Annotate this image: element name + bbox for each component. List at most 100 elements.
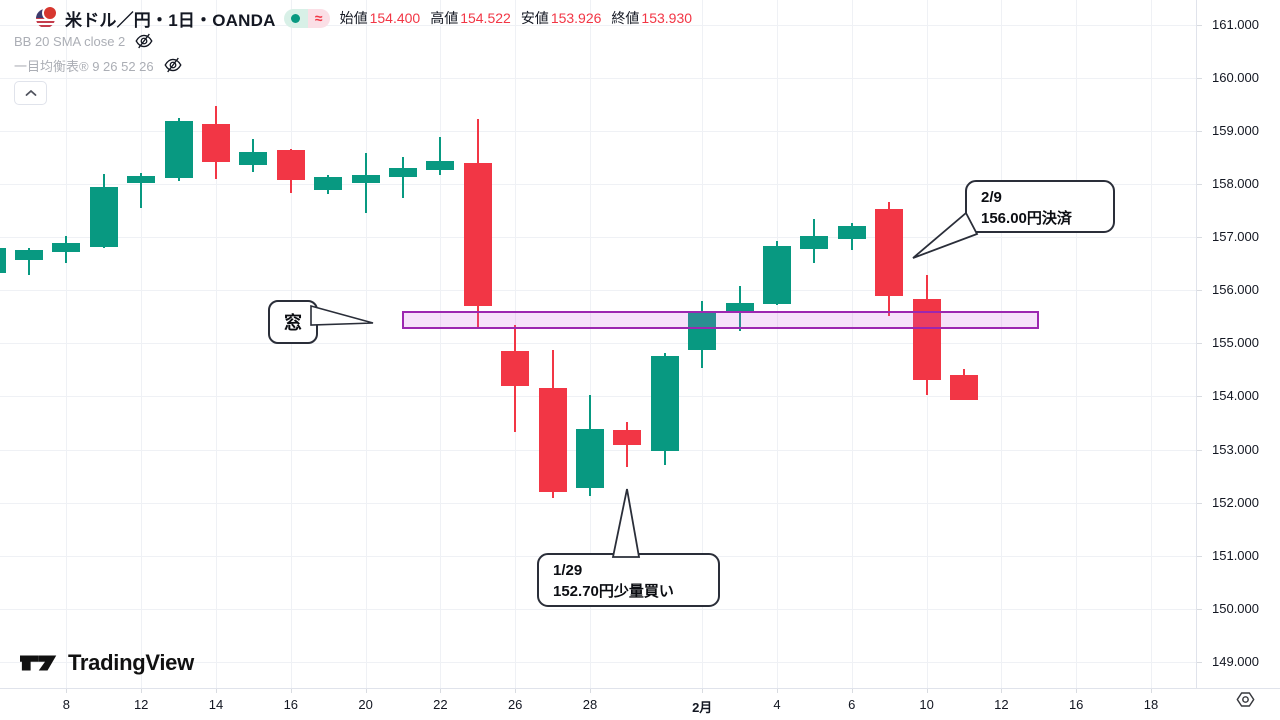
- gridline-v: [851, 0, 853, 688]
- indicator-row-ichimoku[interactable]: 一目均衡表® 9 26 52 26: [14, 56, 183, 74]
- price-tick-mark: [1197, 131, 1202, 133]
- price-tick-mark: [1197, 555, 1202, 557]
- time-tick-label: 26: [507, 697, 523, 712]
- candle-body: [837, 225, 866, 239]
- time-tick-label: 14: [208, 697, 224, 712]
- low-value: 153.926: [550, 10, 602, 26]
- price-tick-mark: [1197, 290, 1202, 292]
- price-axis[interactable]: 161.000 160.000 159.000 158.000 157.000 156.0…: [1196, 0, 1280, 688]
- time-tick-mark: [777, 689, 778, 693]
- time-tick-mark: [702, 689, 704, 693]
- sell-callout[interactable]: 2/9 156.00円決済: [965, 180, 1115, 233]
- candle-body: [800, 235, 829, 249]
- price-tick-label: 155.000: [1212, 335, 1259, 351]
- price-tick-mark: [1197, 78, 1202, 80]
- gridline-v: [141, 0, 143, 688]
- buy-callout[interactable]: 1/29 152.70円少量買い: [537, 553, 720, 607]
- time-tick-mark: [1151, 689, 1152, 693]
- time-tick-mark: [216, 689, 217, 693]
- high-value: 154.522: [460, 10, 511, 26]
- gap-callout-label: 窓: [284, 313, 302, 333]
- candle-body: [950, 375, 978, 401]
- time-tick-label: 12: [133, 697, 149, 712]
- high-label: 高値: [430, 10, 459, 26]
- open-value: 154.400: [369, 10, 421, 26]
- tradingview-logo[interactable]: TradingView: [20, 650, 194, 676]
- usdjpy-flag-icon: [36, 5, 58, 29]
- price-tick-label: 153.000: [1212, 441, 1259, 457]
- candle-body: [314, 177, 343, 190]
- hexagon-eye-icon[interactable]: [1235, 690, 1256, 714]
- time-axis[interactable]: 8 12 14 16 20 22 26 28 2月 4 6 10 12 16 18: [0, 688, 1280, 720]
- tradingview-mark-icon: [20, 655, 57, 671]
- price-tick-mark: [1197, 396, 1202, 398]
- price-tick-mark: [1197, 502, 1202, 504]
- time-tick-mark: [1001, 689, 1003, 693]
- candle-body: [239, 151, 268, 166]
- candle-body: [164, 121, 193, 179]
- price-tick-label: 161.000: [1212, 17, 1259, 32]
- price-tick-label: 152.000: [1212, 494, 1259, 510]
- price-tick-mark: [1197, 237, 1202, 239]
- time-tick-label: 2月: [692, 700, 713, 715]
- eye-hidden-icon[interactable]: [134, 32, 154, 50]
- time-tick-mark: [590, 689, 591, 693]
- candle-wick: [439, 137, 442, 176]
- eye-hidden-icon[interactable]: [163, 56, 183, 74]
- gap-callout[interactable]: 窓: [268, 300, 318, 344]
- indicator-row-bb[interactable]: BB 20 SMA close 2: [14, 32, 154, 50]
- gridline-v: [290, 0, 292, 688]
- time-tick-mark: [365, 689, 367, 693]
- market-status-pill[interactable]: ≈: [283, 8, 330, 28]
- price-tick-label: 160.000: [1212, 70, 1259, 86]
- gridline-v: [365, 0, 367, 688]
- candle-wick: [28, 247, 30, 276]
- gridline-v: [590, 0, 591, 688]
- price-tick-label: 151.000: [1212, 547, 1259, 563]
- open-label: 始値: [339, 10, 368, 26]
- time-tick-mark: [66, 689, 68, 693]
- candle-body: [501, 351, 530, 387]
- time-tick-mark: [290, 689, 292, 693]
- gap-window-box[interactable]: [402, 310, 1039, 329]
- tradingview-logo-text: TradingView: [68, 650, 194, 675]
- gridline-h: [0, 78, 1196, 80]
- close-value: 153.930: [641, 10, 693, 26]
- gridline-v: [66, 0, 68, 688]
- sell-callout-pointer: [912, 211, 979, 259]
- gridline-h: [0, 396, 1196, 398]
- time-tick-label: 22: [433, 697, 448, 712]
- time-tick-label: 10: [919, 697, 934, 712]
- gridline-v: [777, 0, 778, 688]
- low-label: 安値: [520, 10, 549, 26]
- ohlc-values: 始値 154.400 高値 154.522 安値 153.926 終値 153.930: [340, 8, 702, 28]
- candle-body: [688, 311, 717, 351]
- gridline-v: [440, 0, 442, 688]
- candle-body: [576, 429, 604, 489]
- price-tick-label: 159.000: [1212, 123, 1259, 139]
- candle-body: [650, 355, 679, 452]
- candle-body: [725, 302, 754, 311]
- gap-callout-pointer: [310, 304, 374, 326]
- time-tick-mark: [515, 689, 517, 693]
- candle-body: [202, 124, 230, 162]
- time-tick-label: 16: [1068, 697, 1084, 712]
- price-tick-label: 154.000: [1212, 388, 1259, 404]
- time-tick-mark: [141, 689, 143, 693]
- candle-body: [538, 387, 567, 493]
- sell-callout-date: 2/9: [981, 189, 1002, 206]
- buy-callout-date: 1/29: [553, 562, 583, 579]
- collapse-legend-button[interactable]: [14, 81, 47, 105]
- price-tick-label: 149.000: [1212, 653, 1259, 669]
- chart-legend-header: 米ドル／円・1日・OANDA ≈ 始値 154.400 高値 154.522 安値 1…: [36, 5, 702, 30]
- time-tick-label: 8: [62, 697, 71, 712]
- close-label: 終値: [611, 10, 640, 26]
- candle-body: [276, 150, 305, 180]
- price-tick-mark: [1197, 608, 1202, 610]
- gridline-v: [216, 0, 217, 688]
- gridline-h: [0, 290, 1196, 292]
- symbol-title[interactable]: 米ドル／円・1日・OANDA: [65, 10, 276, 30]
- market-open-dot-icon: [283, 8, 308, 28]
- candle-body: [613, 429, 642, 446]
- price-tick-mark: [1197, 343, 1202, 345]
